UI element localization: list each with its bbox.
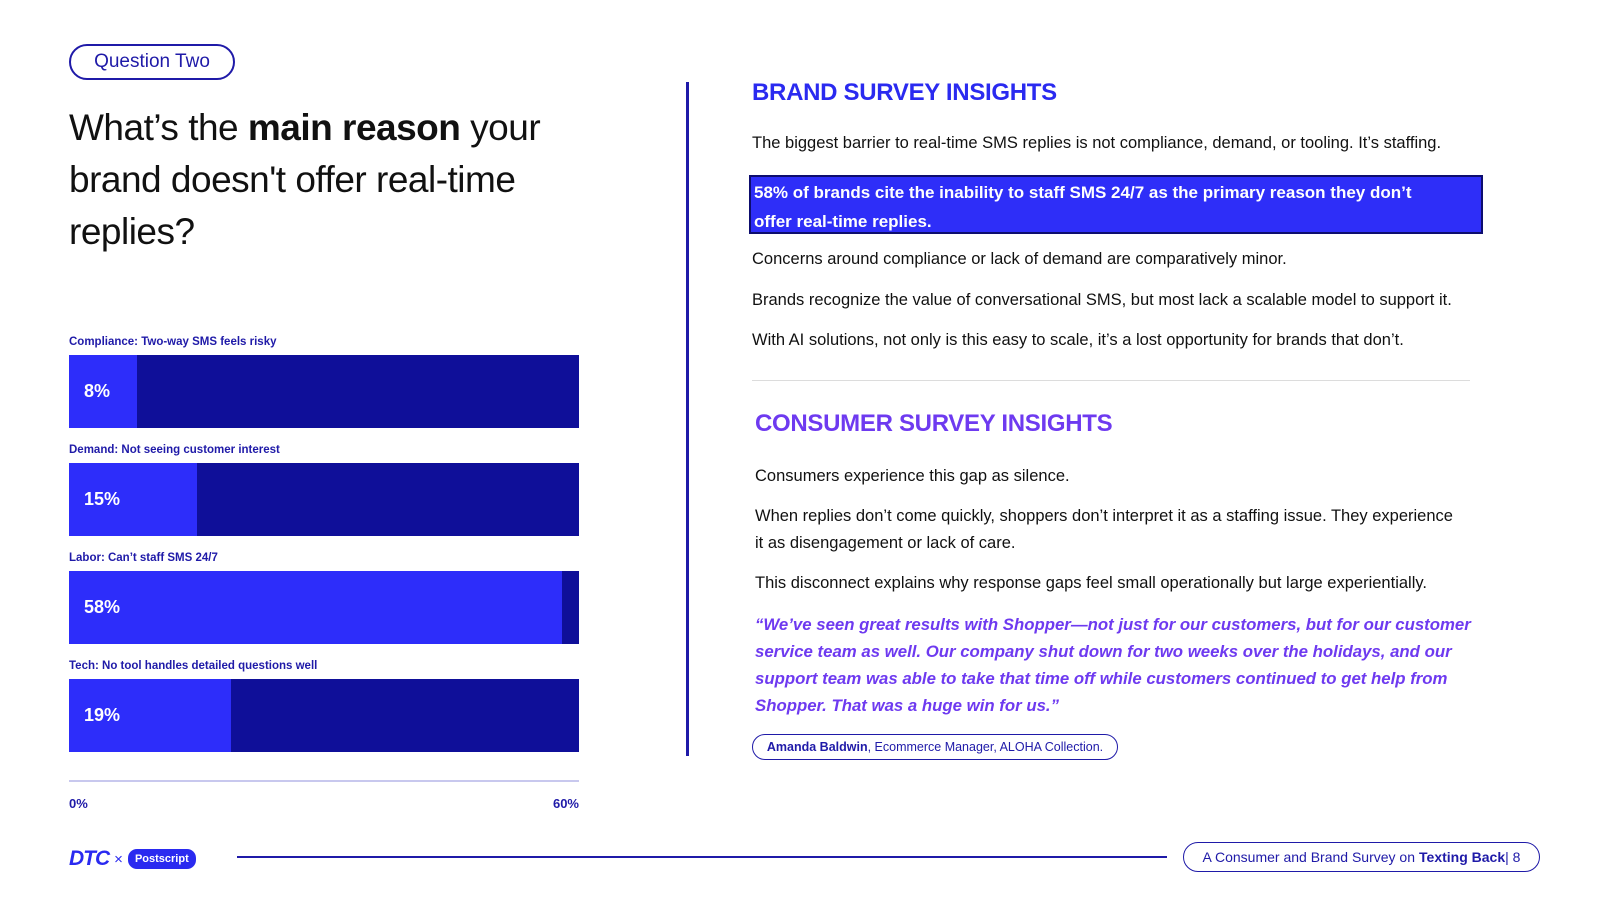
brand-paragraph: The biggest barrier to real-time SMS rep… (752, 134, 1442, 152)
customer-quote: “We’ve seen great results with Shopper—n… (755, 615, 1471, 715)
dtc-logo: DTC (69, 847, 110, 870)
bar-track: 19% (69, 679, 579, 752)
question-text-after: your brand doesn't offer real-time repli… (69, 107, 541, 252)
bar-track: 15% (69, 463, 579, 536)
bar (69, 463, 197, 536)
footer-page-number: | 8 (1505, 849, 1521, 865)
brand-paragraph: Brands recognize the value of conversati… (752, 291, 1452, 309)
bar-value-label: 15% (84, 489, 121, 509)
x-axis-line (69, 780, 579, 782)
logo-separator: × (114, 850, 123, 868)
footer-title-pill: A Consumer and Brand Survey on Texting Ba… (1183, 842, 1540, 872)
bar-value-label: 8% (84, 381, 111, 401)
brand-insights-heading: BRAND SURVEY INSIGHTS (752, 79, 1057, 106)
section-divider (752, 380, 1470, 381)
consumer-insights-heading: CONSUMER SURVEY INSIGHTS (755, 410, 1113, 437)
bar-track: 8% (69, 355, 579, 428)
category-label: Demand: Not seeing customer interest (69, 444, 280, 456)
question-title: What’s the main reason your brand doesn'… (69, 102, 589, 258)
brand-paragraph: Concerns around compliance or lack of de… (752, 250, 1287, 268)
bar-value-label: 19% (84, 705, 121, 725)
brand-highlight-callout: 58% of brands cite the inability to staf… (749, 175, 1483, 234)
category-label: Tech: No tool handles detailed questions… (69, 660, 318, 672)
bar (69, 571, 562, 644)
x-tick-label: 60% (552, 796, 579, 811)
question-text-bold: main reason (247, 107, 461, 148)
footer-logo: DTC × Postscript (69, 847, 196, 871)
bar (69, 355, 137, 428)
bar-chart: 0% 60% Compliance: Two-way SMS feels ris… (69, 336, 579, 816)
category-label: Compliance: Two-way SMS feels risky (69, 336, 277, 348)
bar-value-label: 58% (84, 597, 121, 617)
consumer-paragraph: Consumers experience this gap as silence… (755, 467, 1070, 485)
footer-title-text: A Consumer and Brand Survey on (1202, 849, 1416, 865)
vertical-divider (686, 82, 689, 756)
consumer-paragraph: it as disengagement or lack of care. (755, 534, 1016, 552)
bar-track: 58% (69, 571, 579, 644)
postscript-logo: Postscript (127, 849, 196, 869)
footer-title-bold: Texting Back (1419, 849, 1506, 865)
bar (69, 679, 231, 752)
question-pill: Question Two (69, 44, 235, 80)
x-tick-label: 0% (69, 796, 88, 811)
attribution-role: , Ecommerce Manager, ALOHA Collection. (867, 740, 1104, 754)
footer-rule (237, 856, 1167, 858)
category-label: Labor: Can’t staff SMS 24/7 (69, 552, 218, 564)
highlight-line: 58% of brands cite the inability to staf… (754, 183, 1412, 202)
brand-paragraph: With AI solutions, not only is this easy… (752, 331, 1404, 349)
consumer-paragraph: This disconnect explains why response ga… (755, 574, 1427, 592)
attribution-name: Amanda Baldwin (766, 740, 868, 754)
question-text-before: What’s the (69, 107, 248, 148)
quote-attribution: Amanda Baldwin, Ecommerce Manager, ALOHA… (752, 734, 1118, 760)
consumer-paragraph: When replies don’t come quickly, shopper… (755, 507, 1453, 525)
question-pill-label: Question Two (94, 51, 210, 72)
highlight-line: offer real-time replies. (754, 212, 932, 231)
